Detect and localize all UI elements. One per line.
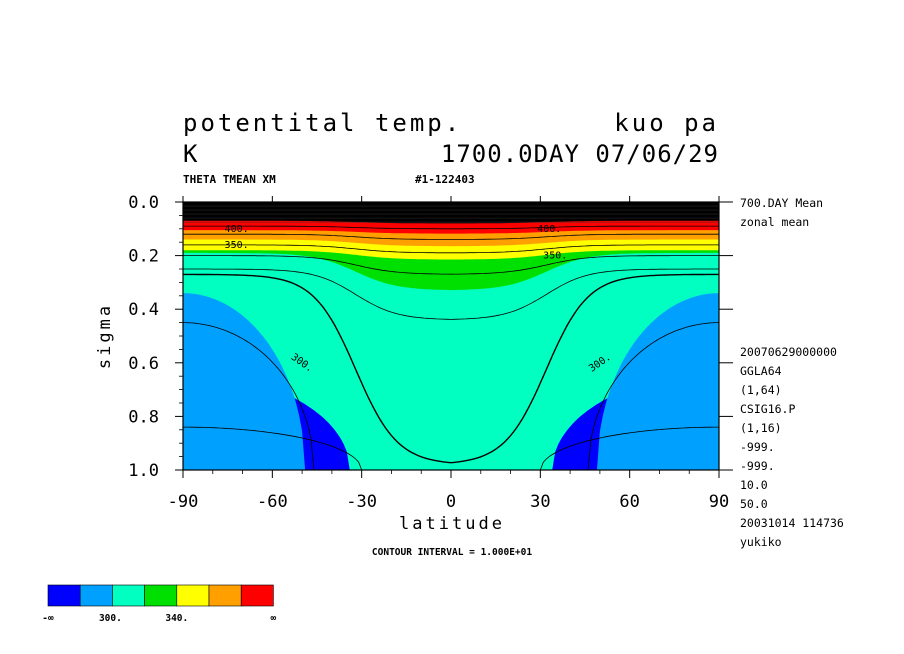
y-axis-title: sigma xyxy=(95,303,115,369)
contour-label: 400. xyxy=(225,224,249,235)
metadata-line: CSIG16.P xyxy=(740,402,795,416)
contour-band xyxy=(424,451,478,470)
x-tick-label: -90 xyxy=(168,492,199,512)
contour-line xyxy=(183,233,719,240)
contour-line xyxy=(183,268,719,320)
mean-info: 700.DAY Mean zonal mean xyxy=(740,196,823,229)
contour-label: 350. xyxy=(543,251,567,262)
colorbar-swatch xyxy=(112,584,145,607)
metadata-line: -999. xyxy=(740,459,775,473)
colorbar-label: 340. xyxy=(165,613,188,624)
colorbar-swatch xyxy=(240,584,274,607)
contour-label: 400. xyxy=(537,224,561,235)
contour-line xyxy=(183,255,719,275)
x-tick-label: 60 xyxy=(619,492,639,512)
mean-info-line: 700.DAY Mean xyxy=(740,196,823,210)
contour-band xyxy=(183,202,719,224)
contour-band xyxy=(183,293,719,470)
run-id: #1-122403 xyxy=(415,173,475,186)
time-label: 1700.0DAY 07/06/29 xyxy=(441,140,719,168)
y-tick-label: 0.2 xyxy=(128,247,159,267)
y-tick-label: 0.6 xyxy=(128,354,159,374)
x-tick-label: -60 xyxy=(257,492,288,512)
contour-band xyxy=(183,373,719,470)
x-tick-label: 0 xyxy=(446,492,456,512)
variable-name: THETA TMEAN XM xyxy=(183,173,276,186)
plot-area xyxy=(183,202,719,470)
metadata-line: (1,16) xyxy=(740,421,782,435)
experiment-label: kuo pa xyxy=(614,109,719,137)
units-label: K xyxy=(183,140,200,168)
colorbar-swatch xyxy=(208,584,242,607)
colorbar-label: ∞ xyxy=(271,613,277,624)
colorbar-label: 300. xyxy=(99,613,122,624)
axes: -90 -60 -30 0 30 60 90 0.0 0.2 0.4 0.6 0.8 1.0 xyxy=(128,193,733,512)
colorbar-swatch xyxy=(144,584,178,607)
colorbar-swatch xyxy=(79,584,113,607)
contour-line xyxy=(183,244,719,254)
metadata-line: 20070629000000 xyxy=(740,345,837,359)
contour-line xyxy=(183,273,719,464)
x-tick-label: 30 xyxy=(530,492,550,512)
contour-interval-label: CONTOUR INTERVAL = 1.000E+01 xyxy=(372,547,532,558)
chart-title: potentital temp. xyxy=(183,109,462,137)
y-tick-label: 0.4 xyxy=(128,300,159,320)
x-tick-label: 90 xyxy=(709,492,729,512)
x-tick-label: -30 xyxy=(346,492,377,512)
mean-info-line: zonal mean xyxy=(740,215,809,229)
y-tick-label: 0.8 xyxy=(128,407,159,427)
contour-line xyxy=(183,225,719,230)
metadata-line: 10.0 xyxy=(740,478,768,492)
colorbar-swatch xyxy=(47,584,81,607)
metadata-info: 20070629000000 GGLA64 (1,64) CSIG16.P (1,16)… xyxy=(740,345,844,549)
metadata-line: -999. xyxy=(740,440,775,454)
metadata-line: 20031014 114736 xyxy=(740,516,844,530)
contour-label: 350. xyxy=(225,240,249,251)
metadata-line: yukiko xyxy=(740,535,782,549)
x-axis-title: latitude xyxy=(399,514,505,534)
y-tick-label: 1.0 xyxy=(128,461,159,481)
y-tick-label: 0.0 xyxy=(128,193,159,213)
metadata-line: (1,64) xyxy=(740,383,782,397)
colorbar: -∞ 300. 340. ∞ xyxy=(42,584,277,624)
colorbar-swatch xyxy=(176,584,210,607)
metadata-line: 50.0 xyxy=(740,497,768,511)
metadata-line: GGLA64 xyxy=(740,364,782,378)
colorbar-label: -∞ xyxy=(42,613,54,624)
